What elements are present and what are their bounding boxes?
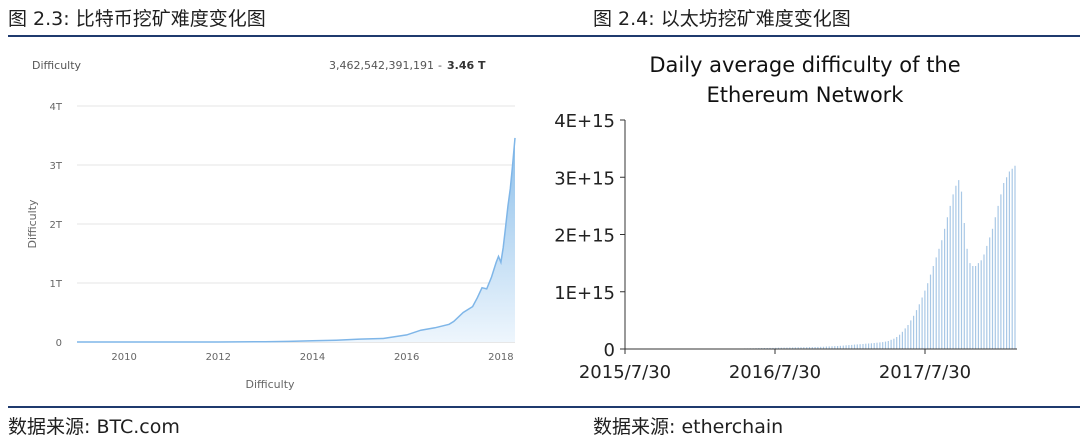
eth-y-tick-label: 0 bbox=[604, 340, 615, 361]
btc-y-axis-label: Difficulty bbox=[26, 199, 39, 249]
btc-y-tick-label: 0 bbox=[56, 338, 62, 349]
bitcoin-difficulty-chart: Difficulty 3,462,542,391,191 - 3.46 T 0 1… bbox=[26, 59, 516, 391]
source-right: 数据来源: etherchain bbox=[593, 416, 784, 438]
btc-x-axis-label: Difficulty bbox=[245, 378, 295, 391]
btc-x-tick-label: 2012 bbox=[206, 352, 231, 363]
source-left: 数据来源: BTC.com bbox=[8, 416, 180, 438]
eth-chart-title-line1: Daily average difficulty of the bbox=[649, 53, 960, 77]
eth-x-tick-label: 2017/7/30 bbox=[879, 362, 971, 383]
eth-x-tick-label: 2016/7/30 bbox=[729, 362, 821, 383]
eth-y-tick-label: 2E+15 bbox=[554, 226, 615, 247]
figure-title-right: 图 2.4: 以太坊挖矿难度变化图 bbox=[593, 8, 851, 30]
ethereum-difficulty-chart: Daily average difficulty of the Ethereum… bbox=[554, 53, 1017, 383]
btc-y-tick-label: 4T bbox=[50, 102, 63, 113]
btc-x-tick-label: 2018 bbox=[488, 352, 513, 363]
bottom-rule bbox=[8, 406, 1080, 408]
btc-x-tick-label: 2010 bbox=[111, 352, 136, 363]
ethereum-difficulty-panel: Daily average difficulty of the Ethereum… bbox=[540, 44, 1070, 400]
btc-x-tick-label: 2014 bbox=[300, 352, 325, 363]
btc-current-value: 3,462,542,391,191 bbox=[329, 59, 434, 72]
btc-difficulty-line bbox=[77, 137, 516, 343]
eth-x-tick-label: 2015/7/30 bbox=[579, 362, 671, 383]
eth-y-tick-label: 1E+15 bbox=[554, 283, 615, 304]
btc-x-tick-label: 2016 bbox=[394, 352, 419, 363]
eth-y-tick-label: 4E+15 bbox=[554, 111, 615, 132]
btc-header-label: Difficulty bbox=[32, 59, 82, 72]
eth-y-tick-label: 3E+15 bbox=[554, 168, 615, 189]
btc-separator: - bbox=[438, 59, 442, 72]
btc-y-tick-label: 2T bbox=[50, 220, 63, 231]
bitcoin-difficulty-panel: Difficulty 3,462,542,391,191 - 3.46 T 0 1… bbox=[22, 44, 527, 400]
btc-y-tick-label: 1T bbox=[50, 279, 63, 290]
btc-y-tick-label: 3T bbox=[50, 161, 63, 172]
top-rule bbox=[8, 35, 1080, 37]
eth-chart-title-line2: Ethereum Network bbox=[707, 83, 905, 107]
figure-title-left: 图 2.3: 比特币挖矿难度变化图 bbox=[8, 8, 266, 30]
btc-current-value-short: 3.46 T bbox=[447, 59, 486, 72]
btc-difficulty-area bbox=[77, 137, 515, 342]
